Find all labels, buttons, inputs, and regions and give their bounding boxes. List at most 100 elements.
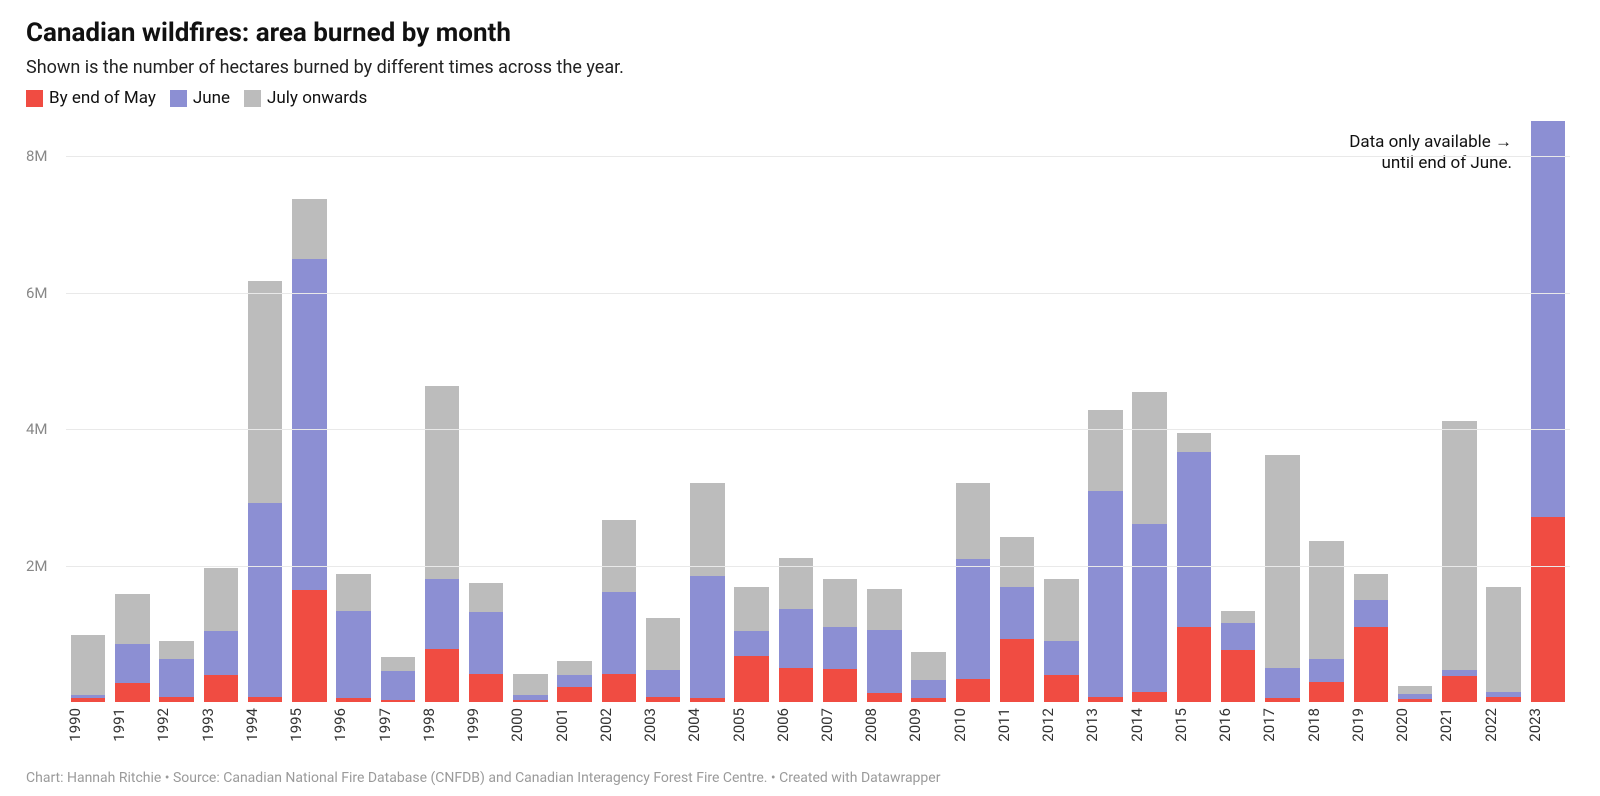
bar-2006	[774, 122, 818, 702]
x-tick-label: 2014	[1128, 708, 1172, 744]
bar-segment-june	[1000, 587, 1035, 640]
bar-stack	[602, 520, 637, 702]
bar-stack	[1088, 410, 1123, 702]
legend-swatch	[170, 90, 187, 107]
bar-segment-may	[1309, 682, 1344, 702]
bar-segment-may	[469, 674, 504, 703]
legend-item-2: July onwards	[244, 88, 367, 108]
x-tick-label: 1996	[331, 708, 375, 744]
x-tick-label: 2004	[685, 708, 729, 744]
bar-2020	[1393, 122, 1437, 702]
bar-stack	[1442, 421, 1477, 702]
bar-segment-july_on	[1486, 587, 1521, 692]
bar-stack	[292, 199, 327, 703]
bar-2014	[1128, 122, 1172, 702]
bar-stack	[1221, 611, 1256, 702]
x-tick-label: 2021	[1437, 708, 1481, 744]
bar-stack	[1044, 579, 1079, 702]
bar-segment-may	[867, 693, 902, 703]
bar-stack	[204, 568, 239, 702]
x-tick-label: 2011	[995, 708, 1039, 744]
x-tick-label: 2023	[1526, 708, 1570, 744]
bar-segment-july_on	[1044, 579, 1079, 642]
bar-segment-may	[292, 590, 327, 703]
bar-segment-may	[159, 697, 194, 702]
bar-segment-may	[779, 668, 814, 702]
bar-2021	[1437, 122, 1481, 702]
bar-1992	[154, 122, 198, 702]
gridline	[66, 156, 1570, 157]
bar-segment-july_on	[602, 520, 637, 592]
bar-segment-june	[956, 559, 991, 679]
bar-segment-july_on	[823, 579, 858, 627]
plot-area: Data only available → until end of June.…	[66, 122, 1570, 702]
bar-stack	[734, 587, 769, 702]
bar-2019	[1349, 122, 1393, 702]
x-tick-label: 2005	[730, 708, 774, 744]
x-tick-label: 1990	[66, 708, 110, 744]
bar-1999	[464, 122, 508, 702]
x-tick-label: 2000	[508, 708, 552, 744]
bar-segment-may	[381, 700, 416, 702]
bar-stack	[1531, 121, 1566, 702]
legend-swatch	[244, 90, 261, 107]
bar-segment-july_on	[690, 483, 725, 576]
x-tick-label: 1994	[243, 708, 287, 744]
bar-segment-june	[557, 675, 592, 687]
bar-2009	[906, 122, 950, 702]
bar-segment-july_on	[1000, 537, 1035, 587]
bar-segment-june	[1531, 121, 1566, 517]
bar-segment-june	[204, 631, 239, 675]
x-tick-label: 2010	[951, 708, 995, 744]
bar-segment-june	[159, 659, 194, 697]
bar-2022	[1482, 122, 1526, 702]
bar-stack	[956, 483, 991, 702]
bar-stack	[911, 652, 946, 702]
bar-segment-july_on	[425, 386, 460, 580]
bar-stack	[248, 281, 283, 703]
bar-stack	[646, 618, 681, 702]
bar-segment-july_on	[381, 657, 416, 671]
x-tick-label: 1991	[110, 708, 154, 744]
bar-2016	[1216, 122, 1260, 702]
bar-segment-june	[1265, 668, 1300, 698]
bar-1998	[420, 122, 464, 702]
bar-segment-july_on	[734, 587, 769, 631]
x-tick-label: 2017	[1260, 708, 1304, 744]
bar-stack	[1398, 686, 1433, 702]
bar-stack	[159, 641, 194, 702]
bar-1993	[199, 122, 243, 702]
x-tick-label: 1999	[464, 708, 508, 744]
bar-stack	[381, 657, 416, 702]
x-tick-label: 1993	[199, 708, 243, 744]
x-tick-label: 2001	[553, 708, 597, 744]
bar-stack	[557, 661, 592, 703]
bar-segment-july_on	[469, 583, 504, 612]
bar-segment-may	[734, 656, 769, 702]
bar-segment-june	[646, 670, 681, 697]
legend-item-0: By end of May	[26, 88, 156, 108]
bar-segment-july_on	[513, 674, 548, 694]
y-tick-label: 2M	[26, 557, 62, 575]
gridline	[66, 429, 1570, 430]
x-tick-label: 2018	[1305, 708, 1349, 744]
chart-footer: Chart: Hannah Ritchie • Source: Canadian…	[26, 770, 940, 786]
bar-segment-june	[469, 612, 504, 673]
chart-title: Canadian wildfires: area burned by month	[26, 18, 1574, 49]
gridline	[66, 566, 1570, 567]
bar-segment-may	[1486, 697, 1521, 702]
bar-2011	[995, 122, 1039, 702]
x-tick-label: 2006	[774, 708, 818, 744]
bar-segment-july_on	[557, 661, 592, 675]
bar-segment-july_on	[1177, 433, 1212, 452]
bar-stack	[425, 386, 460, 703]
bar-segment-june	[381, 671, 416, 700]
bar-segment-june	[1221, 623, 1256, 650]
bar-segment-may	[425, 649, 460, 702]
bar-2023	[1526, 122, 1570, 702]
chart-container: Canadian wildfires: area burned by month…	[0, 0, 1600, 796]
bar-segment-may	[1354, 627, 1389, 702]
bar-segment-june	[248, 503, 283, 697]
x-tick-label: 2016	[1216, 708, 1260, 744]
bar-segment-july_on	[867, 589, 902, 630]
